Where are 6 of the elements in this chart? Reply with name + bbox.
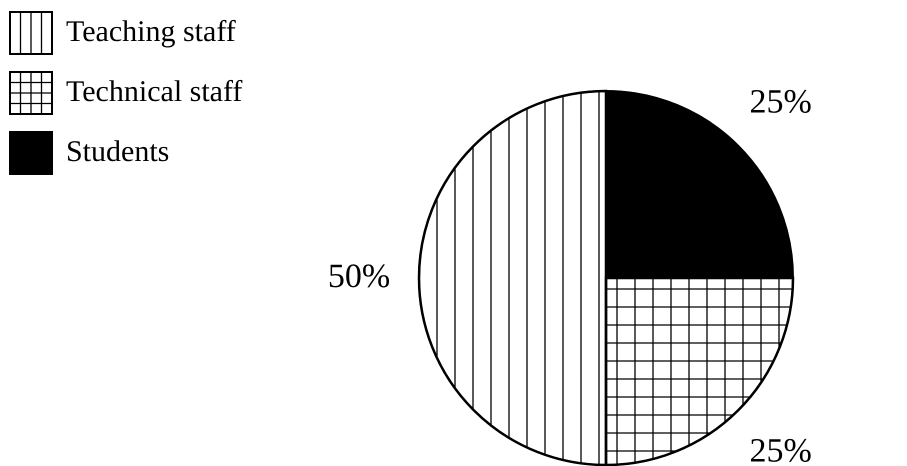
legend-label: Students xyxy=(66,134,170,168)
legend-label: Technical staff xyxy=(66,74,242,108)
data-label: 25% xyxy=(749,432,812,466)
data-label: 25% xyxy=(749,83,812,120)
data-label: 50% xyxy=(328,258,390,295)
legend-label: Teaching staff xyxy=(66,14,236,48)
